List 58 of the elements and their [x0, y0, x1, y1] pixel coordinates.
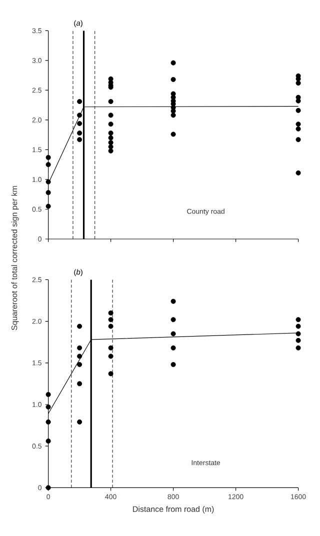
point: [296, 317, 301, 322]
point: [170, 345, 176, 350]
point: [77, 99, 82, 104]
point: [170, 317, 176, 322]
point: [296, 122, 301, 127]
point: [77, 324, 82, 329]
point: [77, 130, 82, 136]
x-axis-title: Distance from road (m): [133, 506, 214, 514]
point: [77, 121, 82, 126]
point: [46, 392, 51, 398]
point: [170, 60, 176, 66]
point: [296, 80, 301, 86]
point: [108, 345, 114, 350]
point: [108, 130, 114, 136]
point: [108, 310, 114, 316]
point: [77, 112, 82, 118]
point: [77, 362, 82, 368]
point: [46, 204, 51, 209]
point: [296, 108, 301, 113]
point: [296, 324, 301, 329]
point: [46, 154, 51, 160]
point: [108, 140, 114, 146]
point: [46, 190, 51, 196]
point: [46, 179, 51, 184]
point: [296, 338, 301, 343]
point: [296, 137, 301, 142]
point: [170, 132, 176, 137]
point: [108, 317, 114, 322]
point: [108, 144, 114, 150]
point: [46, 438, 51, 444]
point: [108, 324, 114, 329]
point: [77, 381, 82, 386]
point: [108, 371, 114, 376]
point: [108, 148, 114, 154]
point: [46, 419, 51, 424]
point: [108, 135, 114, 140]
point: [46, 162, 51, 168]
point: [296, 331, 301, 336]
point: [46, 485, 51, 490]
point: [296, 345, 301, 350]
point: [108, 112, 114, 118]
point: [77, 345, 82, 350]
point: [77, 354, 82, 359]
point: [77, 137, 82, 142]
point: [170, 362, 176, 368]
point: [170, 298, 176, 304]
point: [170, 112, 176, 118]
point: [108, 122, 114, 127]
point: [296, 170, 301, 176]
point: [108, 99, 114, 104]
point: [170, 108, 176, 114]
y-axis-title: Squareroot of total corrected sign per km: [11, 186, 19, 330]
point: [170, 331, 176, 336]
point: [108, 354, 114, 359]
point: [77, 419, 82, 424]
point: [170, 77, 176, 82]
point: [296, 126, 301, 132]
point: [46, 404, 51, 410]
